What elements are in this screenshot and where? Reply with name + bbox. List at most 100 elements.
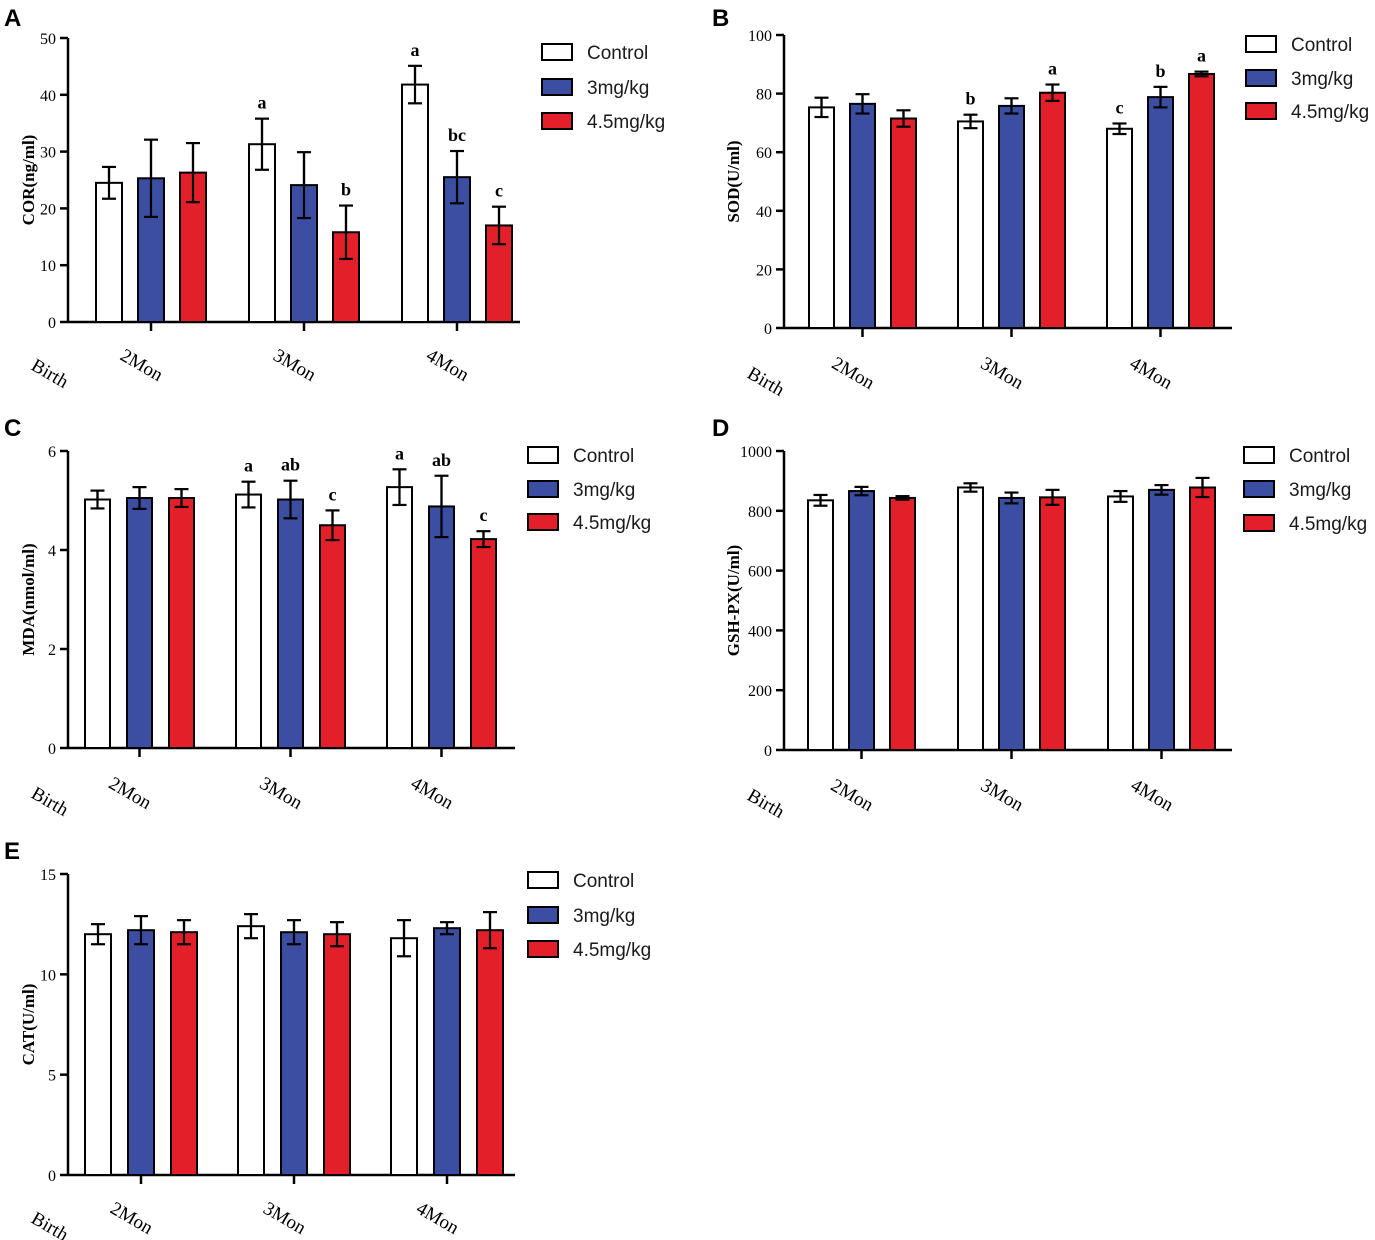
bar-3mg-kg <box>1148 488 1175 751</box>
legend-label: 4.5mg/kg <box>1289 514 1367 535</box>
bar-control <box>808 106 835 329</box>
x-tick-label: 2Mon <box>827 775 877 816</box>
bar-4-5mg-kg <box>319 524 346 749</box>
legend-swatch <box>527 446 559 464</box>
significance-label: c <box>1116 97 1124 117</box>
legend: Control 3mg/kg 4.5mg/kg <box>1245 35 1369 123</box>
panel-letter: B <box>712 5 729 32</box>
y-tick-label: 0 <box>48 315 56 332</box>
bar-control <box>95 181 123 323</box>
legend-swatch <box>541 112 573 130</box>
y-tick-label: 10 <box>40 967 56 984</box>
legend-swatch <box>1245 69 1277 87</box>
panel-letter: E <box>4 838 20 865</box>
significance-label: a <box>411 40 420 60</box>
legend-swatch <box>527 871 559 889</box>
bar-4-5mg-kg <box>170 931 198 1177</box>
legend-swatch <box>1245 102 1277 120</box>
legend-label: Control <box>573 446 634 467</box>
y-tick-label: 20 <box>756 262 772 279</box>
bar-4-5mg-kg <box>890 117 917 329</box>
x-tick-label-birth: Birth <box>744 363 789 401</box>
bar-4-5mg-kg <box>1039 91 1066 330</box>
chart-panel-e: E CAT(U/ml) 0 5 10 15 Birth 2Mon 3Mon 4Mon Control… <box>4 838 651 1240</box>
significance-label: ab <box>432 450 451 470</box>
legend-swatch <box>527 906 559 924</box>
y-tick-label: 4 <box>48 543 56 560</box>
bar-4-5mg-kg <box>168 497 195 749</box>
x-tick-label: 2Mon <box>105 773 155 814</box>
significance-label: ab <box>281 455 300 475</box>
legend-label: Control <box>587 43 648 64</box>
legend: Control 3mg/kg 4.5mg/kg <box>527 446 651 534</box>
y-tick-label: 20 <box>40 201 56 218</box>
legend-label: 3mg/kg <box>1289 480 1351 501</box>
bar-4-5mg-kg <box>1039 496 1066 751</box>
x-tick-label: 4Mon <box>1127 775 1177 816</box>
significance-label: b <box>1155 61 1165 81</box>
bar-control <box>390 937 418 1176</box>
bar-3mg-kg <box>998 104 1025 329</box>
legend-swatch <box>527 513 559 531</box>
bar-control <box>237 925 265 1176</box>
bar-control <box>248 143 276 323</box>
x-tick-label: 3Mon <box>270 345 320 386</box>
x-tick-label: 2Mon <box>107 1198 157 1239</box>
y-tick-label: 0 <box>764 321 772 338</box>
legend: Control 3mg/kg 4.5mg/kg <box>527 871 651 961</box>
y-tick-label: 40 <box>756 204 772 221</box>
y-tick-label: 800 <box>748 504 772 521</box>
legend-swatch <box>1243 480 1275 498</box>
bar-control <box>401 83 429 323</box>
bar-3mg-kg <box>428 505 455 749</box>
legend-swatch <box>527 480 559 498</box>
panel-letter: D <box>712 415 729 442</box>
bar-3mg-kg <box>849 102 876 330</box>
chart-panel-c: C MDA(nmol/ml) 0 2 4 6 Birth 2Mon 3Mon a ab c 4Mon a a… <box>4 415 651 821</box>
bar-4-5mg-kg <box>889 496 916 751</box>
legend: Control 3mg/kg 4.5mg/kg <box>1243 446 1367 535</box>
bar-3mg-kg <box>998 496 1025 751</box>
y-tick-label: 600 <box>748 564 772 581</box>
bar-3mg-kg <box>277 498 304 750</box>
y-tick-label: 15 <box>40 867 56 884</box>
legend-label: 4.5mg/kg <box>587 112 665 133</box>
legend-label: 3mg/kg <box>587 78 649 99</box>
x-tick-label: 4Mon <box>407 773 457 814</box>
y-tick-label: 0 <box>48 741 56 758</box>
legend-label: 3mg/kg <box>1291 69 1353 90</box>
chart-panel-a: A COR(ng/ml) 0 10 20 30 40 50 Birth 2Mon 3Mon a b 4Mo… <box>4 5 665 393</box>
legend-label: Control <box>1291 35 1352 56</box>
x-tick-label-birth: Birth <box>28 1208 73 1240</box>
y-axis-label: CAT(U/ml) <box>19 984 38 1066</box>
legend-label: Control <box>1289 446 1350 467</box>
bar-4-5mg-kg <box>476 929 504 1176</box>
legend: Control 3mg/kg 4.5mg/kg <box>541 43 665 133</box>
significance-label: c <box>480 505 488 525</box>
bar-control <box>386 486 413 749</box>
legend-swatch <box>541 78 573 96</box>
legend-swatch <box>1243 446 1275 464</box>
y-tick-label: 6 <box>48 444 56 461</box>
x-tick-label: 4Mon <box>413 1198 463 1239</box>
y-tick-label: 400 <box>748 623 772 640</box>
bar-3mg-kg <box>848 490 875 751</box>
legend-swatch <box>1243 514 1275 532</box>
significance-label: b <box>965 89 975 109</box>
significance-label: a <box>258 93 267 113</box>
x-tick-label: 4Mon <box>423 345 473 386</box>
bar-3mg-kg <box>1147 96 1174 329</box>
x-tick-label-birth: Birth <box>28 355 73 393</box>
bar-control <box>84 933 112 1177</box>
bar-control <box>84 498 111 750</box>
y-tick-label: 60 <box>756 145 772 162</box>
y-tick-label: 1000 <box>740 444 772 461</box>
y-axis-label: COR(ng/ml) <box>19 135 38 226</box>
panel-letter: C <box>4 415 21 442</box>
bar-control <box>957 120 984 329</box>
significance-label: bc <box>448 125 466 145</box>
chart-panel-b: B SOD(U/ml) 0 20 40 60 80 100 Birth 2Mon 3Mon b a 4Mo… <box>712 5 1369 401</box>
x-tick-label-birth: Birth <box>28 783 73 821</box>
panel-letter: A <box>4 5 21 32</box>
